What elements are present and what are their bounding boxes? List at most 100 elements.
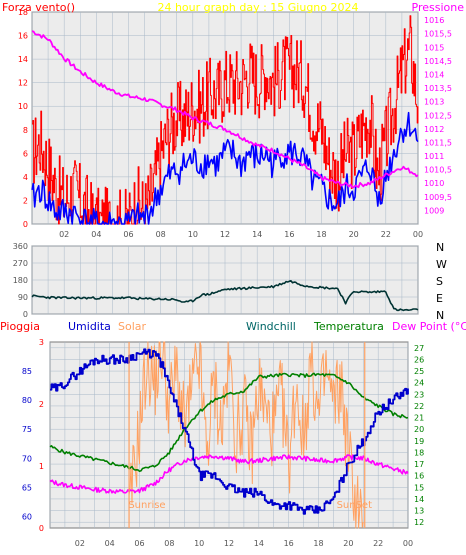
- hour-tick-label: 16: [284, 230, 294, 239]
- wind-gust-line: [32, 15, 419, 225]
- hour-tick-label: 22: [373, 539, 383, 548]
- pressure-tick-label: 1009,5: [424, 193, 452, 202]
- wind-tick-label: 6: [23, 149, 28, 158]
- hour-tick-label: 16: [284, 539, 294, 548]
- temperature-tick-label: 16: [414, 472, 424, 481]
- hour-tick-label: 12: [220, 230, 230, 239]
- direction-compass-label: E: [436, 292, 443, 305]
- humidity-tick-label: 65: [22, 483, 32, 492]
- wind-tick-label: 10: [18, 102, 28, 111]
- wind-tick-label: 12: [18, 79, 28, 88]
- legend-entry-6: Dew Point (°C): [392, 320, 466, 333]
- pressure-tick-label: 1011,5: [424, 138, 452, 147]
- temperature-line: [49, 372, 409, 473]
- humidity-tick-label: 85: [22, 367, 32, 376]
- solar-line: [128, 341, 364, 529]
- pressure-line: [31, 30, 419, 189]
- wind-tick-label: 8: [23, 126, 28, 135]
- direction-compass-label: W: [436, 258, 447, 271]
- humidity-line: [50, 348, 409, 515]
- rain-tick-label: 0: [39, 524, 44, 533]
- temperature-humidity-panel: 1213141516171819202122232425262760657075…: [0, 320, 466, 548]
- pressure-tick-label: 1013: [424, 98, 444, 107]
- hour-tick-label: 06: [134, 539, 144, 548]
- pressure-tick-label: 1013,5: [424, 84, 452, 93]
- pressure-tick-label: 1014,5: [424, 57, 452, 66]
- hour-tick-label: 10: [188, 230, 198, 239]
- legend-entry-5: Temperatura: [313, 320, 384, 333]
- pressure-tick-label: 1010,5: [424, 166, 452, 175]
- hour-tick-label: 00: [403, 539, 413, 548]
- temperature-humidity-ticks: 1213141516171819202122232425262760657075…: [22, 338, 424, 548]
- direction-degree-label: 0: [23, 310, 28, 319]
- pressure-tick-label: 1012: [424, 125, 444, 134]
- pressure-tick-label: 1014: [424, 71, 444, 80]
- legend-entry-2: Umidita: [68, 320, 111, 333]
- wind-pressure-series: [31, 15, 419, 225]
- humidity-tick-label: 60: [22, 512, 32, 521]
- rain-tick-label: 3: [39, 338, 44, 347]
- hour-tick-label: 14: [252, 230, 262, 239]
- dewpoint-line: [49, 454, 409, 494]
- hour-tick-label: 18: [313, 539, 323, 548]
- pressure-tick-label: 1012,5: [424, 111, 452, 120]
- temperature-humidity-legend: Pioggia Umidita Solar Windchill Temperatura D…: [0, 320, 466, 333]
- wind-tick-label: 2: [23, 196, 28, 205]
- direction-degree-label: 360: [13, 242, 28, 251]
- wind-tick-label: 4: [23, 173, 28, 182]
- pressure-tick-label: 1015,5: [424, 30, 452, 39]
- direction-degree-label: 90: [18, 293, 28, 302]
- rain-tick-label: 1: [39, 462, 44, 471]
- hour-tick-label: 22: [381, 230, 391, 239]
- humidity-tick-label: 80: [22, 396, 32, 405]
- temperature-tick-label: 20: [414, 425, 424, 434]
- temperature-tick-label: 13: [414, 507, 424, 516]
- wind-tick-label: 18: [18, 8, 28, 17]
- hour-tick-label: 06: [123, 230, 133, 239]
- wind-tick-label: 14: [18, 55, 28, 64]
- hour-tick-label: 18: [316, 230, 326, 239]
- wind-axis-label: Forza vento(): [2, 1, 75, 14]
- wind-direction-series: [31, 279, 419, 312]
- hour-tick-label: 00: [413, 230, 423, 239]
- chart-title: 24 hour graph day : 15 Giugno 2024: [157, 1, 358, 14]
- temperature-tick-label: 25: [414, 367, 424, 376]
- hour-tick-label: 04: [91, 230, 101, 239]
- hour-tick-label: 20: [343, 539, 353, 548]
- pressure-tick-label: 1009: [424, 206, 444, 215]
- hour-tick-label: 14: [254, 539, 264, 548]
- wind-tick-label: 0: [23, 220, 28, 229]
- wind-pressure-ticks: 02468101214161810091009,510101010,510111…: [18, 8, 452, 239]
- temperature-tick-label: 22: [414, 402, 424, 411]
- temperature-tick-label: 19: [414, 437, 424, 446]
- temperature-tick-label: 15: [414, 483, 424, 492]
- direction-degree-label: 180: [13, 276, 28, 285]
- temperature-humidity-series: [49, 341, 409, 529]
- direction-compass-label: N: [436, 241, 444, 254]
- temperature-tick-label: 23: [414, 390, 424, 399]
- wind-direction-line: [31, 279, 419, 312]
- pressure-tick-label: 1016: [424, 16, 444, 25]
- legend-entry-3: Solar: [118, 320, 147, 333]
- hour-tick-label: 20: [349, 230, 359, 239]
- sunset-label: SunSet: [337, 500, 373, 511]
- temperature-tick-label: 18: [414, 448, 424, 457]
- temperature-tick-label: 26: [414, 355, 424, 364]
- hour-tick-label: 04: [105, 539, 115, 548]
- pressure-tick-label: 1010: [424, 179, 444, 188]
- humidity-tick-label: 75: [22, 425, 32, 434]
- wind-tick-label: 16: [18, 32, 28, 41]
- pressure-tick-label: 1015: [424, 43, 444, 52]
- rain-tick-label: 2: [39, 400, 44, 409]
- temperature-tick-label: 12: [414, 518, 424, 527]
- wind-speed-line: [31, 111, 419, 225]
- hour-tick-label: 08: [156, 230, 166, 239]
- temperature-tick-label: 21: [414, 414, 424, 423]
- hour-tick-label: 12: [224, 539, 234, 548]
- legend-entry-4: Windchill: [246, 320, 296, 333]
- pressure-tick-label: 1011: [424, 152, 444, 161]
- temperature-tick-label: 17: [414, 460, 424, 469]
